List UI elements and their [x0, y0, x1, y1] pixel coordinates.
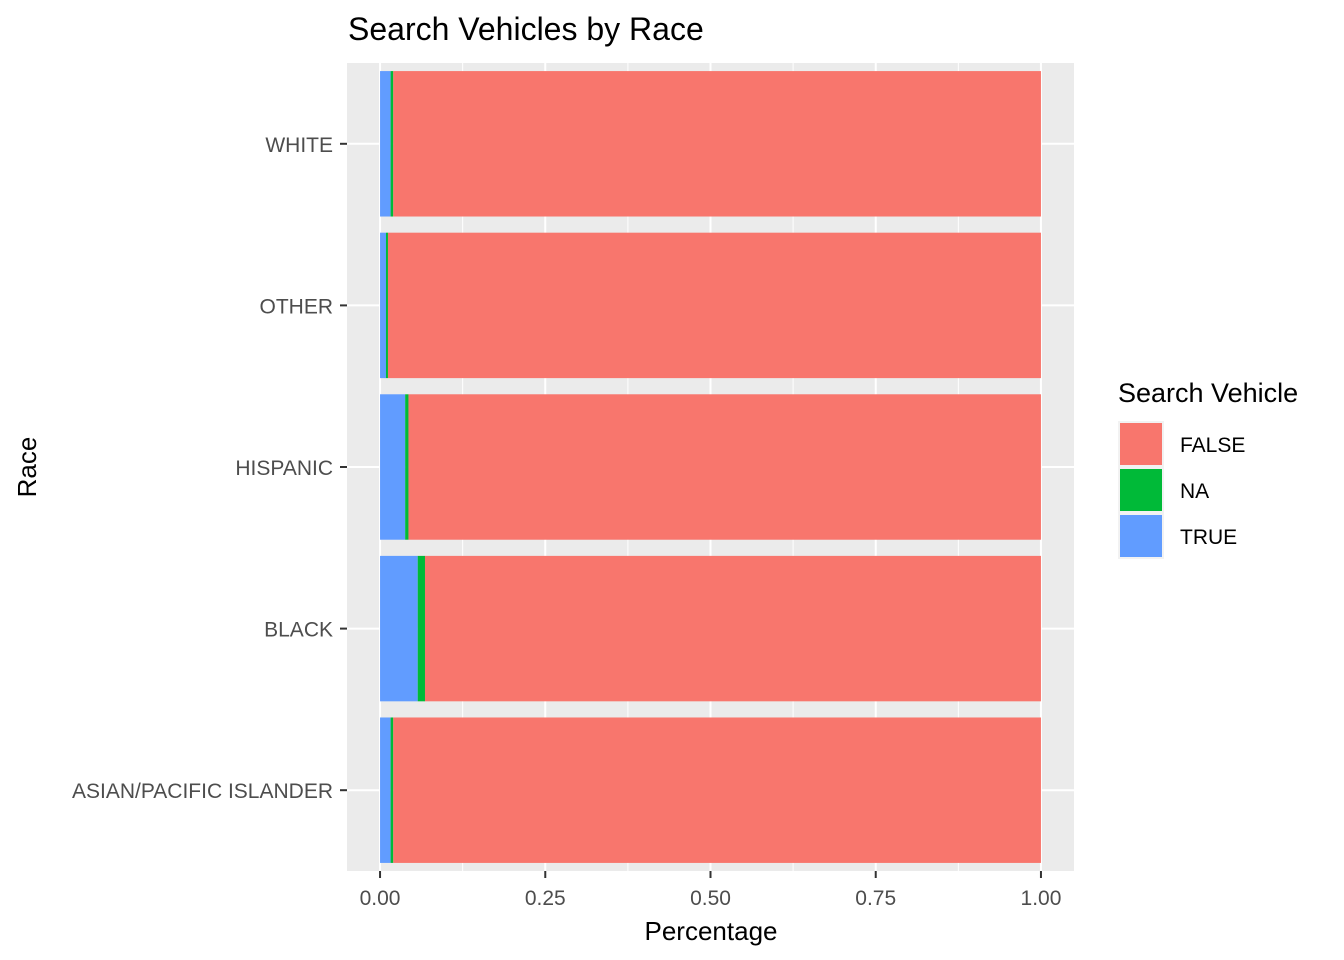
- legend-swatch: [1120, 469, 1162, 511]
- bar-segment: [387, 232, 1041, 379]
- x-axis-title: Percentage: [645, 916, 778, 946]
- chart-title: Search Vehicles by Race: [348, 11, 704, 47]
- x-tick-label: 1.00: [1021, 887, 1062, 910]
- bar-segment: [393, 717, 1041, 863]
- bar-segment: [405, 394, 409, 540]
- x-tick-label: 0.00: [360, 887, 401, 910]
- bar-segment: [417, 555, 425, 702]
- y-axis-title: Race: [12, 437, 42, 498]
- y-tick-label: WHITE: [265, 134, 333, 157]
- legend-label: NA: [1180, 480, 1209, 503]
- bar-segment: [390, 71, 394, 217]
- y-tick-label: BLACK: [264, 619, 333, 642]
- bar-segment: [380, 232, 386, 379]
- bar-segment: [393, 71, 1041, 217]
- bar-segment: [380, 555, 418, 702]
- x-tick-label: 0.50: [690, 887, 731, 910]
- legend-label: TRUE: [1180, 526, 1237, 549]
- bar-segment: [390, 717, 394, 863]
- bar-segment: [385, 232, 388, 379]
- x-tick-label: 0.25: [525, 887, 566, 910]
- bar-segment: [380, 394, 406, 540]
- y-tick-label: OTHER: [260, 295, 334, 318]
- y-tick-label: ASIAN/PACIFIC ISLANDER: [72, 780, 333, 803]
- bar-segment: [424, 555, 1041, 702]
- x-tick-label: 0.75: [855, 887, 896, 910]
- bar-segment: [380, 717, 391, 863]
- bar-segment: [408, 394, 1041, 540]
- bar-segment: [380, 71, 391, 217]
- legend: Search Vehicle FALSE NA TRUE: [1118, 378, 1298, 559]
- y-tick-label: HISPANIC: [235, 457, 333, 480]
- legend-title: Search Vehicle: [1118, 378, 1298, 408]
- legend-label: FALSE: [1180, 434, 1245, 457]
- legend-swatch: [1120, 515, 1162, 557]
- legend-swatch: [1120, 423, 1162, 465]
- bars: [380, 71, 1041, 863]
- y-axis: ASIAN/PACIFIC ISLANDER BLACK HISPANIC OTHER…: [72, 134, 347, 803]
- x-axis: 0.00 0.25 0.50 0.75 1.00: [360, 871, 1062, 910]
